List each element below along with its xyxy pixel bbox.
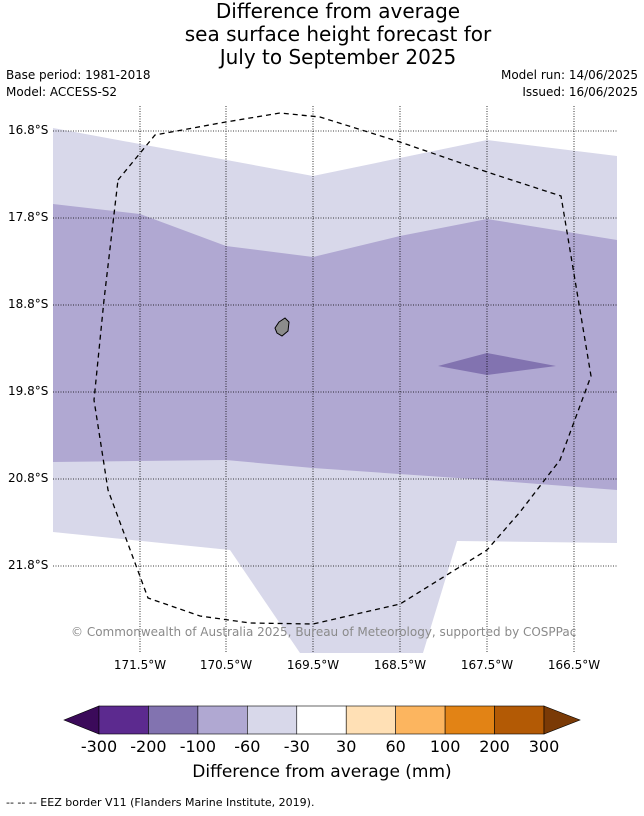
lat-label: 20.8°S — [8, 471, 49, 485]
colorbar-tick-label: 100 — [429, 737, 461, 756]
colorbar-tick-label: -300 — [80, 737, 118, 756]
colorbar-tick-label: 30 — [336, 737, 357, 756]
lat-label: 17.8°S — [8, 210, 49, 224]
colorbar-tick-label: 60 — [385, 737, 406, 756]
chart-title: Difference from average sea surface heig… — [0, 0, 644, 69]
colorbar-extend-high — [543, 705, 581, 735]
issued-date: Issued: 16/06/2025 — [522, 85, 638, 99]
colorbar-segment — [395, 705, 446, 735]
lon-label: 169.5°W — [286, 658, 340, 672]
colorbar-segment — [345, 705, 396, 735]
lat-label: 19.8°S — [8, 384, 49, 398]
colorbar-segment — [98, 705, 149, 735]
title-line-3: July to September 2025 — [219, 45, 457, 69]
lon-label: 167.5°W — [460, 658, 514, 672]
lon-label: 166.5°W — [547, 658, 601, 672]
model-run: Model run: 14/06/2025 — [500, 68, 638, 82]
base-period: Base period: 1981-2018 — [6, 68, 151, 82]
colorbar — [63, 705, 581, 735]
meta-left: Base period: 1981-2018 Model: ACCESS-S2 — [6, 67, 151, 101]
colorbar-segment — [247, 705, 298, 735]
niue-island — [274, 317, 290, 337]
colorbar-segment — [197, 705, 248, 735]
colorbar-tick-label: -100 — [179, 737, 217, 756]
colorbar-tick-label: -30 — [283, 737, 310, 756]
colorbar-tick-label: -60 — [234, 737, 261, 756]
lat-label: 21.8°S — [8, 558, 49, 572]
colorbar-segment — [296, 705, 347, 735]
anomaly-band-medium — [53, 204, 617, 490]
lat-label: 18.8°S — [8, 297, 49, 311]
colorbar-extend-low — [63, 705, 100, 735]
lon-label: 168.5°W — [373, 658, 427, 672]
graticule — [53, 106, 617, 653]
colorbar-segment — [494, 705, 545, 735]
lat-label: 16.8°S — [8, 123, 49, 137]
lon-label: 170.5°W — [199, 658, 253, 672]
title-line-2: sea surface height forecast for — [184, 22, 492, 46]
eez-legend-note: -- -- -- EEZ border V11 (Flanders Marine… — [6, 796, 315, 809]
colorbar-segment — [444, 705, 495, 735]
colorbar-tick-label: 300 — [528, 737, 560, 756]
anomaly-patch-dark — [438, 353, 556, 375]
copyright-notice: © Commonwealth of Australia 2025, Bureau… — [71, 625, 577, 639]
lon-label: 171.5°W — [113, 658, 167, 672]
eez-border — [93, 112, 592, 625]
colorbar-segment — [148, 705, 199, 735]
model-name: Model: ACCESS-S2 — [6, 85, 118, 99]
map-layers — [53, 106, 617, 653]
title-line-1: Difference from average — [215, 0, 461, 23]
colorbar-label: Difference from average (mm) — [192, 762, 452, 782]
colorbar-tick-label: -200 — [130, 737, 167, 756]
colorbar-tick-label: 200 — [479, 737, 510, 756]
meta-right: Model run: 14/06/2025 Issued: 16/06/2025 — [501, 67, 638, 101]
